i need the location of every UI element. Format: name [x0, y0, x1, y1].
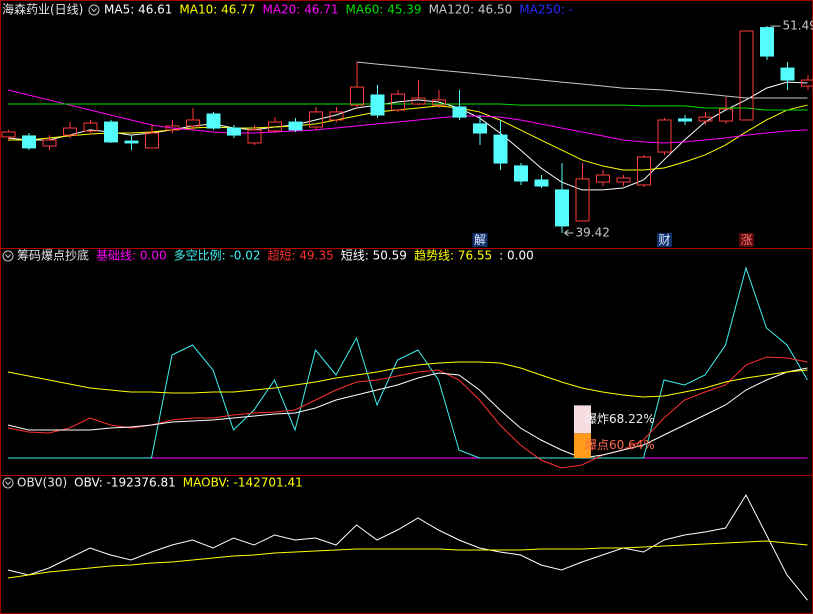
candle-body [411, 97, 426, 105]
event-tag-box [657, 233, 672, 247]
bar-value-label: 爆炸68.22% [585, 412, 655, 426]
candle-body [145, 132, 159, 149]
panel-icon[interactable] [88, 4, 100, 16]
legend-label: MA60: 45.39 [346, 3, 422, 17]
legend-label: MA10: 46.77 [179, 3, 255, 17]
candle-body [452, 106, 467, 118]
series-line [7, 367, 808, 459]
legend-label: 筹码爆点抄底 [17, 248, 89, 263]
candle-body [42, 139, 57, 147]
legend-label: MA250: - [519, 3, 573, 17]
candle-body [329, 111, 344, 121]
panel-icon[interactable] [2, 477, 14, 489]
bar-segment [574, 433, 591, 458]
candle-body [678, 118, 692, 122]
candle-body [391, 93, 405, 111]
candle-body [350, 86, 364, 106]
candle-body [534, 179, 549, 187]
candle-body [555, 189, 569, 227]
candle-body [124, 140, 139, 144]
legend-label: OBV(30) [17, 476, 67, 490]
series-line [8, 103, 808, 111]
candle-body [596, 174, 610, 183]
event-tag: 财 [658, 233, 670, 247]
event-tag: 解 [474, 233, 486, 247]
icon-chevron [5, 481, 11, 486]
candle-body [432, 99, 446, 106]
candle-body [104, 121, 118, 143]
series-line [356, 61, 808, 99]
candle-body [637, 156, 651, 186]
candle-body [165, 125, 180, 131]
series-line [7, 493, 808, 601]
panel-icon[interactable] [2, 250, 14, 262]
series-line [7, 81, 808, 191]
candle-body [575, 178, 590, 222]
legend-label: MA120: 46.50 [429, 3, 513, 17]
high-price-label: 51.49 [783, 19, 813, 33]
candle-body [309, 111, 323, 128]
legend-label: 海森药业(日线) [2, 2, 83, 17]
candle-body [268, 121, 282, 132]
series-line [8, 266, 808, 459]
icon-circle [2, 477, 14, 489]
candle-body [288, 121, 303, 131]
candle-body [22, 135, 36, 149]
candle-body [698, 116, 713, 122]
legend-label: MAOBV: -142701.41 [183, 476, 303, 490]
legend-label: 超短: 49.35 [268, 248, 334, 263]
candle-body [63, 127, 77, 136]
candle-body [1, 131, 16, 138]
series-line [8, 104, 808, 171]
series-line [7, 89, 808, 144]
icon-circle [88, 4, 100, 16]
legend-label: 基础线: 0.00 [96, 249, 167, 263]
icon-chevron [5, 254, 11, 259]
series-line [7, 540, 808, 579]
legend-label: 趋势线: 76.55 [414, 249, 492, 263]
candle-body [473, 123, 487, 134]
candle-body [514, 165, 528, 182]
legend-label: MA20: 46.71 [262, 3, 338, 17]
icon-circle [2, 250, 14, 262]
candle-body [83, 122, 98, 132]
legend-label: MA5: 46.61 [104, 3, 172, 17]
event-tag-box [739, 233, 754, 247]
series-line [7, 361, 808, 398]
event-tag: 涨 [740, 232, 752, 247]
legend-label: OBV: -192376.81 [74, 476, 176, 490]
candle-body [616, 177, 631, 183]
legend-label: : 0.00 [499, 249, 534, 263]
candle-body [780, 67, 795, 81]
candle-body [493, 134, 508, 164]
legend-label: 短线: 50.59 [341, 249, 407, 263]
candle-body [186, 119, 200, 127]
bar-segment [574, 405, 591, 434]
candle-body [657, 119, 672, 153]
legend-label: 多空比例: -0.02 [174, 249, 261, 263]
candle-body [247, 129, 262, 144]
candle-body [760, 27, 774, 57]
bar-value-label: 爆点60.64% [585, 438, 655, 452]
candle-body [370, 94, 385, 116]
price-pointer [564, 229, 574, 237]
icon-chevron [91, 8, 97, 13]
candle-body [719, 108, 733, 122]
candle-body [206, 113, 221, 129]
event-tag-box [472, 233, 488, 247]
candle-body [739, 30, 754, 121]
low-price-label: 39.42 [576, 225, 610, 239]
candle-body [227, 127, 241, 136]
candle-body [801, 79, 813, 87]
